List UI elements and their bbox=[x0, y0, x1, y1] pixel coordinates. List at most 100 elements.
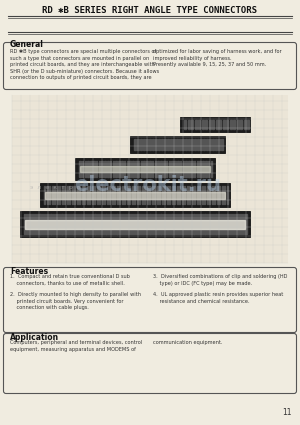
Bar bbox=[135, 161, 136, 177]
Bar bbox=[191, 161, 193, 177]
Bar bbox=[46, 186, 48, 204]
Bar bbox=[129, 186, 130, 204]
Bar bbox=[26, 214, 27, 234]
Bar bbox=[82, 186, 83, 204]
Bar bbox=[149, 186, 150, 204]
Bar bbox=[152, 161, 153, 177]
Bar bbox=[218, 214, 219, 234]
Text: э  л  е  к  т  р  о: э л е к т р о bbox=[30, 184, 81, 190]
Bar bbox=[233, 120, 235, 129]
Bar bbox=[142, 186, 143, 204]
Bar bbox=[185, 139, 187, 150]
Bar bbox=[143, 139, 145, 150]
Bar bbox=[116, 214, 118, 234]
Bar bbox=[191, 139, 193, 150]
Bar bbox=[69, 186, 70, 204]
Bar bbox=[99, 161, 100, 177]
Bar bbox=[202, 186, 203, 204]
Bar bbox=[196, 161, 198, 177]
FancyBboxPatch shape bbox=[4, 42, 296, 90]
Bar bbox=[194, 120, 196, 129]
Bar bbox=[163, 214, 164, 234]
Bar bbox=[12, 95, 288, 263]
Bar bbox=[31, 214, 32, 234]
Bar bbox=[235, 214, 236, 234]
Bar bbox=[101, 161, 103, 177]
Bar bbox=[189, 214, 190, 234]
Bar bbox=[217, 186, 218, 204]
Bar bbox=[94, 186, 95, 204]
Bar bbox=[74, 186, 75, 204]
Bar bbox=[182, 214, 184, 234]
Bar bbox=[173, 139, 175, 150]
Bar bbox=[247, 120, 249, 129]
Bar bbox=[160, 214, 162, 234]
Bar bbox=[80, 166, 210, 172]
Bar bbox=[71, 186, 73, 204]
Text: Application: Application bbox=[10, 333, 59, 342]
Bar bbox=[101, 214, 102, 234]
Bar bbox=[194, 214, 195, 234]
Bar bbox=[236, 120, 238, 129]
Bar bbox=[242, 214, 243, 234]
Bar bbox=[184, 214, 186, 234]
Bar bbox=[194, 139, 196, 150]
Bar bbox=[226, 214, 228, 234]
Bar bbox=[159, 186, 160, 204]
Bar bbox=[157, 186, 158, 204]
Bar bbox=[224, 186, 225, 204]
Bar bbox=[229, 214, 230, 234]
Bar bbox=[105, 214, 106, 234]
Bar bbox=[226, 186, 228, 204]
Bar bbox=[205, 161, 207, 177]
Bar bbox=[240, 120, 242, 129]
Bar bbox=[183, 161, 184, 177]
Bar bbox=[140, 139, 142, 150]
Bar bbox=[202, 161, 204, 177]
Bar bbox=[134, 214, 135, 234]
Bar bbox=[202, 214, 203, 234]
Bar bbox=[37, 214, 38, 234]
Bar bbox=[178, 214, 179, 234]
Bar bbox=[90, 214, 91, 234]
Bar bbox=[224, 214, 225, 234]
Bar bbox=[240, 214, 241, 234]
Bar bbox=[184, 120, 186, 129]
Bar bbox=[171, 161, 173, 177]
Bar bbox=[64, 214, 65, 234]
Bar bbox=[176, 214, 177, 234]
Bar bbox=[79, 186, 80, 204]
Bar bbox=[138, 214, 140, 234]
Bar bbox=[179, 139, 181, 150]
Bar bbox=[61, 214, 63, 234]
Bar bbox=[167, 214, 168, 234]
Bar bbox=[141, 214, 142, 234]
Bar bbox=[169, 214, 170, 234]
Bar bbox=[231, 214, 232, 234]
Bar bbox=[176, 139, 178, 150]
Bar bbox=[194, 186, 195, 204]
Bar bbox=[188, 120, 190, 129]
Bar bbox=[197, 139, 199, 150]
Bar bbox=[127, 161, 128, 177]
Bar bbox=[198, 214, 199, 234]
Bar bbox=[209, 214, 210, 234]
Bar bbox=[177, 161, 178, 177]
Bar bbox=[213, 214, 214, 234]
Bar bbox=[68, 214, 69, 234]
Bar bbox=[83, 214, 85, 234]
Bar bbox=[93, 161, 94, 177]
Bar bbox=[143, 161, 145, 177]
Bar bbox=[207, 214, 208, 234]
Bar bbox=[24, 214, 25, 234]
Bar bbox=[50, 214, 52, 234]
Bar bbox=[81, 214, 83, 234]
Bar bbox=[109, 186, 110, 204]
Bar bbox=[114, 214, 116, 234]
Bar bbox=[104, 161, 106, 177]
Text: 11: 11 bbox=[283, 408, 292, 417]
Bar bbox=[52, 214, 54, 234]
Bar bbox=[121, 214, 122, 234]
Bar bbox=[49, 186, 50, 204]
Bar bbox=[209, 186, 210, 204]
